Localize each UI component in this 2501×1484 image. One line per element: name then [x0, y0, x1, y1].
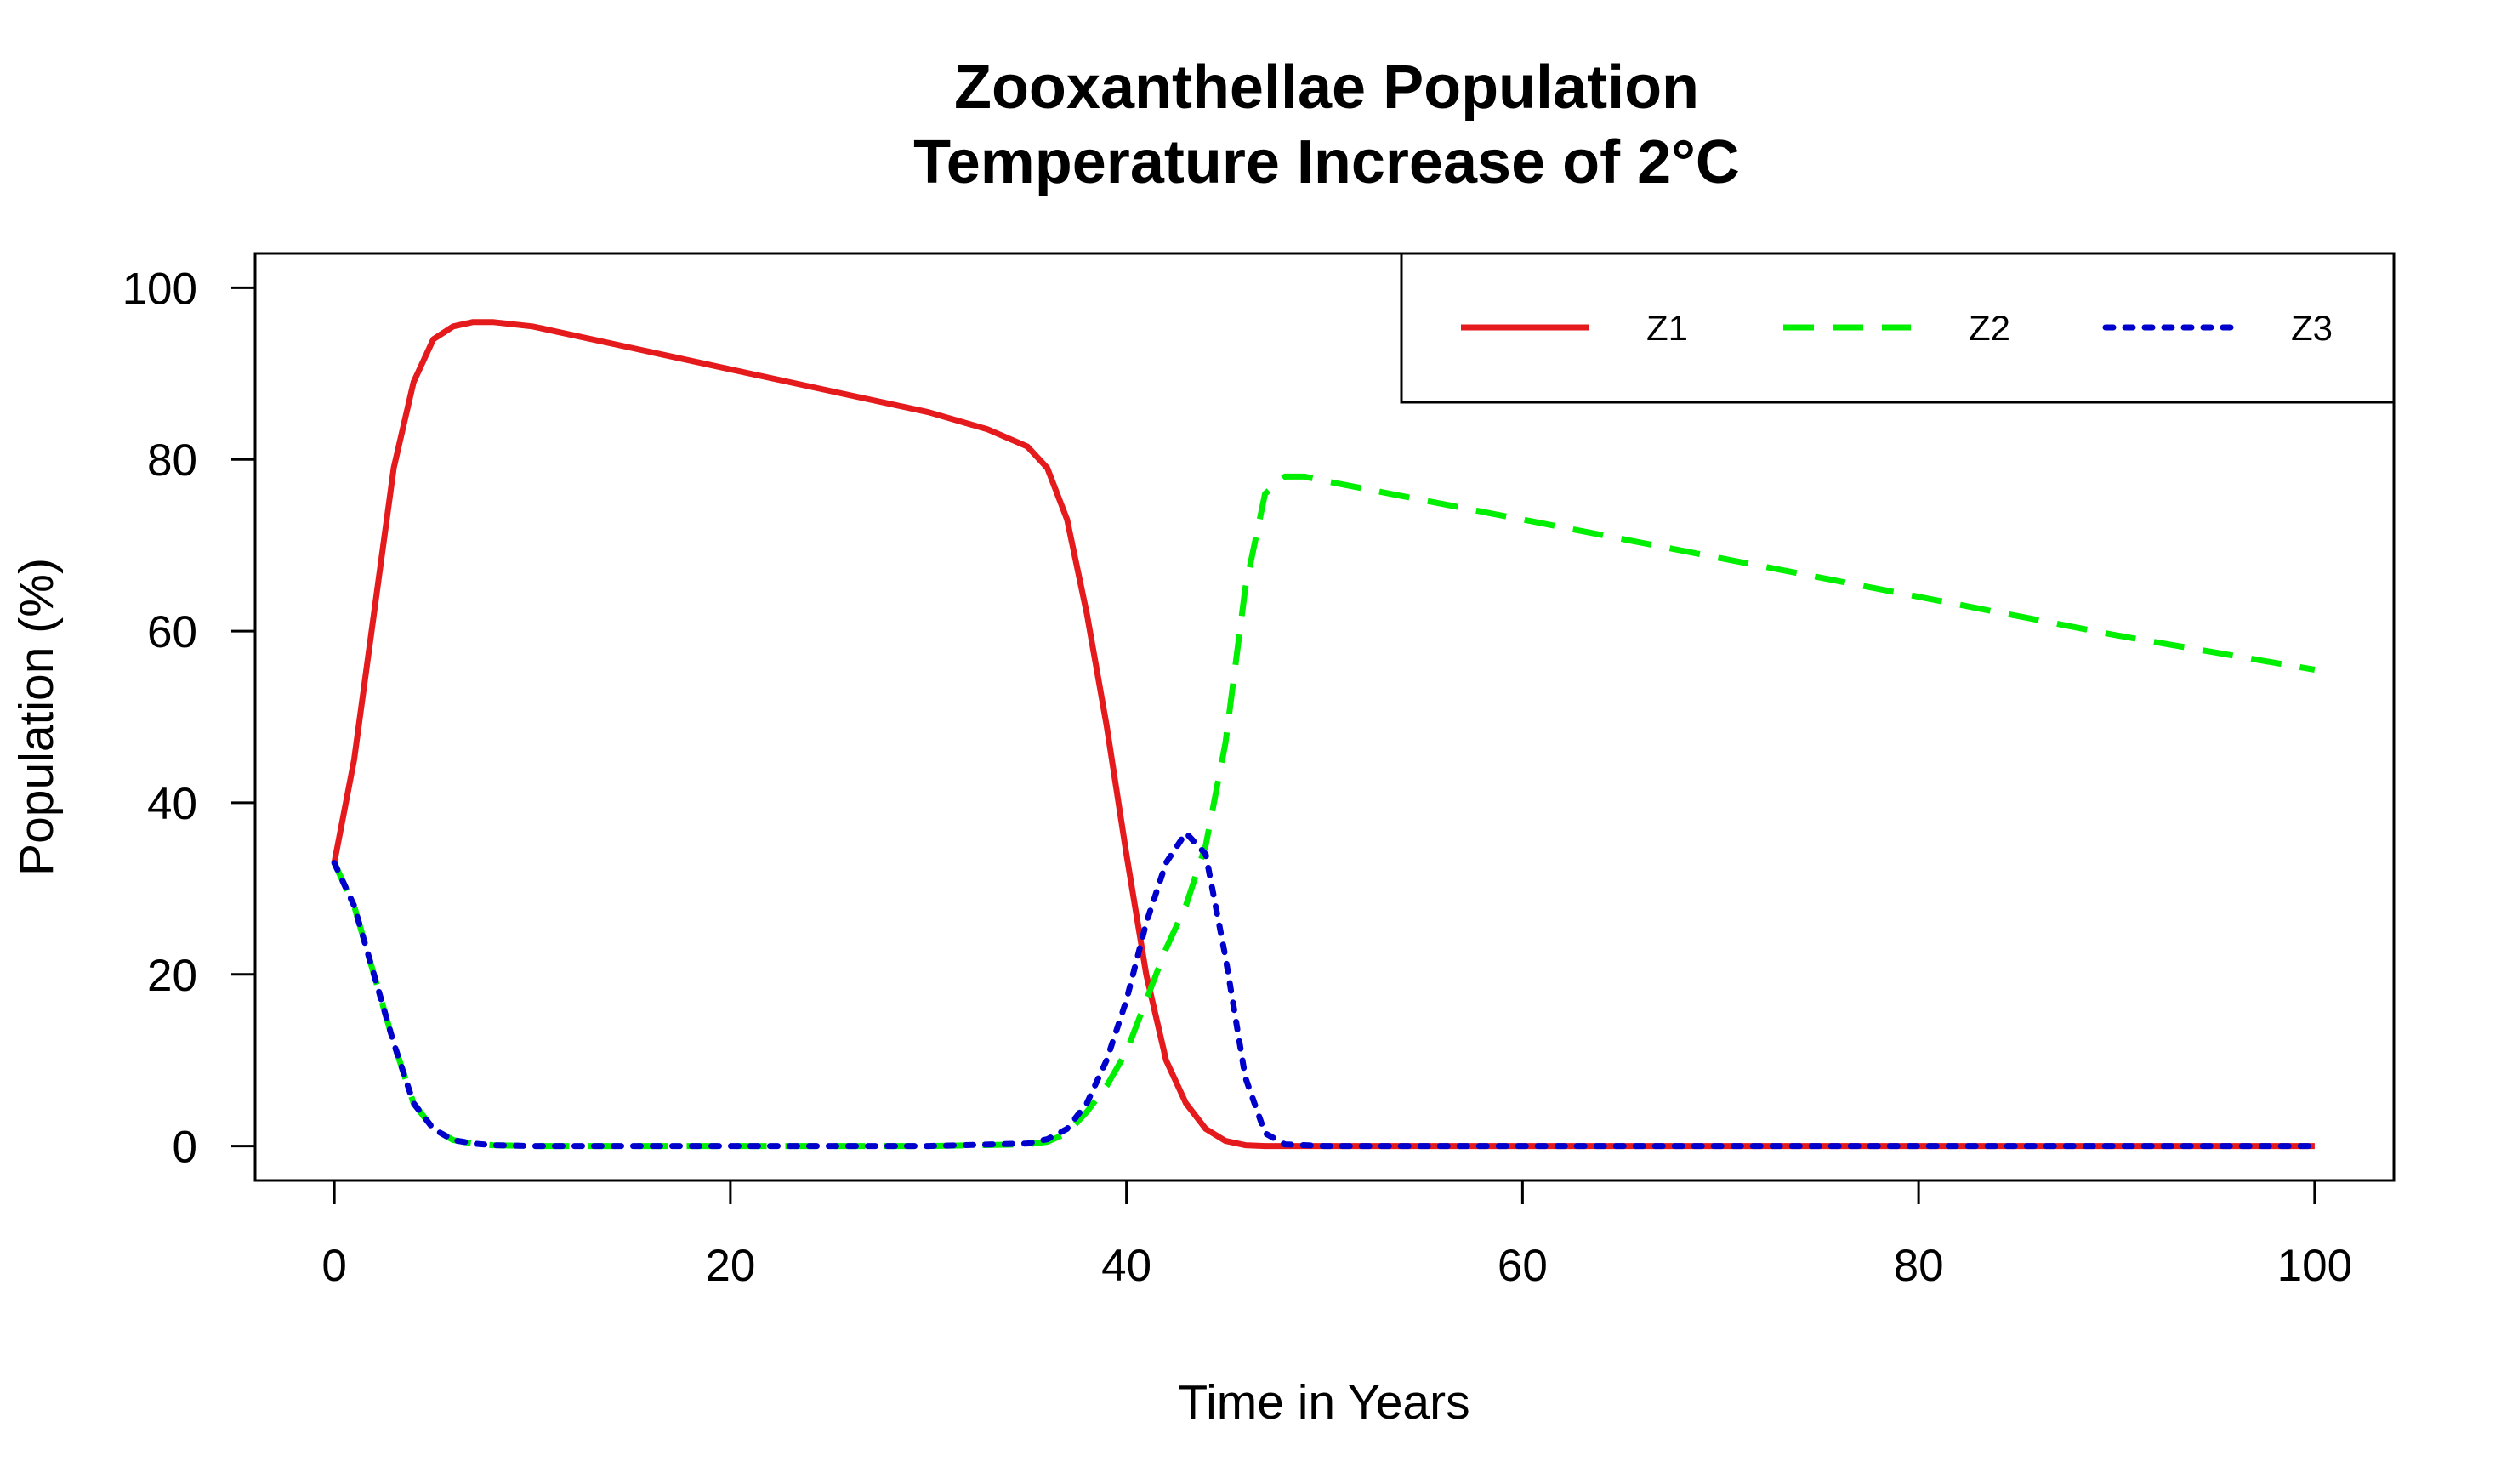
y-tick-label: 20 [147, 951, 197, 1001]
x-tick-label: 60 [1498, 1241, 1548, 1291]
series-layer [331, 319, 2318, 1150]
chart-subtitle: Temperature Increase of 2°C [913, 128, 1740, 196]
y-tick-label: 0 [173, 1123, 197, 1173]
x-tick-label: 20 [705, 1241, 755, 1291]
x-axis-label: Time in Years [1178, 1375, 1469, 1430]
y-axis: 0 20 40 60 80 100 [122, 264, 257, 1173]
legend-label-z2: Z2 [1969, 308, 2010, 348]
x-axis: 0 20 40 60 80 100 [321, 1179, 2352, 1291]
legend-items: Z1 Z2 Z3 [1461, 308, 2333, 348]
x-tick-label: 100 [2277, 1241, 2352, 1291]
chart-title: Zooxanthellae Population [954, 54, 1699, 122]
y-tick-label: 100 [122, 264, 197, 314]
x-tick-label: 40 [1101, 1241, 1151, 1291]
x-tick-label: 0 [321, 1241, 346, 1291]
y-tick-label: 80 [147, 435, 197, 486]
series-line-z1 [331, 319, 2315, 1150]
y-tick-label: 40 [147, 779, 197, 829]
x-tick-label: 80 [1894, 1241, 1944, 1291]
legend-label-z1: Z1 [1646, 308, 1688, 348]
y-axis-label: Population (%) [9, 558, 64, 876]
y-tick-label: 60 [147, 607, 197, 657]
series-line-z2 [331, 473, 2316, 1150]
legend: Z1 Z2 Z3 [1400, 252, 2396, 404]
legend-label-z3: Z3 [2291, 308, 2333, 348]
series-line-z3 [331, 829, 2318, 1150]
